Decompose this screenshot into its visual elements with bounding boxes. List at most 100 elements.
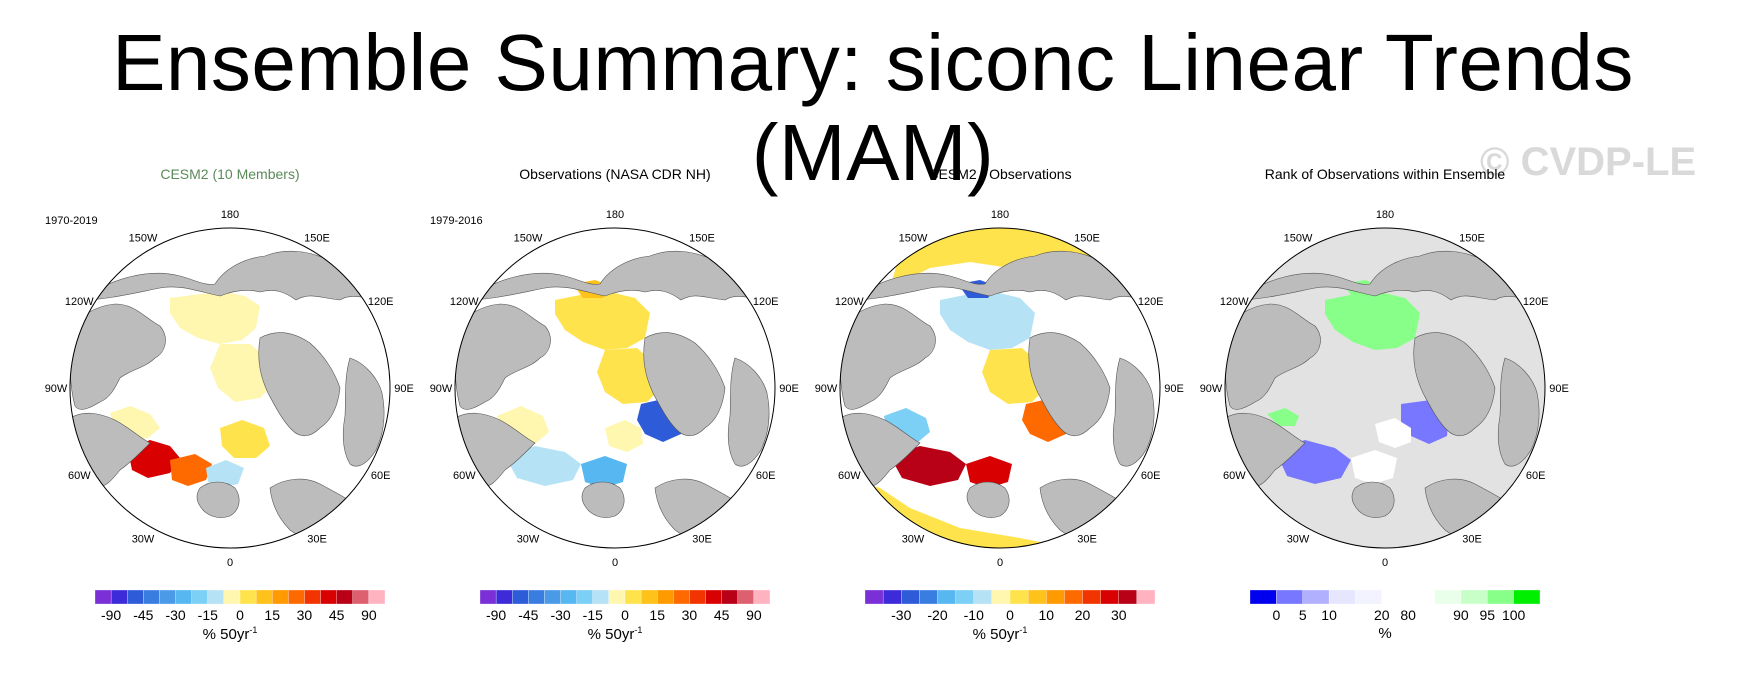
longitude-label: 30W xyxy=(902,534,925,546)
colorbar-tick-label: -30 xyxy=(165,607,185,623)
colorbar-swatch xyxy=(94,589,112,605)
longitude-label: 60E xyxy=(756,470,776,482)
colorbar-swatch xyxy=(1381,589,1409,605)
land-mass xyxy=(1497,357,1540,467)
colorbar-swatch xyxy=(159,589,176,605)
polar-map: 180 150E 120E 90E 60E 30E 0 30W 60W 90W 120W 150W xyxy=(1200,209,1569,569)
colorbar-swatch xyxy=(705,589,722,605)
colorbar-swatch xyxy=(753,589,771,605)
map-border xyxy=(839,227,1161,549)
land-mass xyxy=(1225,303,1321,410)
colorbar-swatch xyxy=(1487,589,1514,605)
map-border xyxy=(1224,227,1546,549)
units-text: % 50yr xyxy=(587,626,635,643)
colorbar-swatch xyxy=(1302,589,1330,605)
units-exponent: -1 xyxy=(249,625,258,635)
colorbar-swatch xyxy=(560,589,577,605)
colorbar-swatch xyxy=(288,589,305,605)
longitude-label: 120W xyxy=(835,296,864,308)
colorbar-tick-label: 15 xyxy=(649,607,665,623)
sea-ice-trend-region xyxy=(581,456,627,488)
colorbar-tick-label: -90 xyxy=(101,607,121,623)
longitude-label: 150W xyxy=(1284,232,1313,244)
longitude-label: 60E xyxy=(1526,470,1546,482)
colorbar-tick-label: -30 xyxy=(891,607,911,623)
longitude-label: 120E xyxy=(368,296,394,308)
colorbar-swatch xyxy=(1513,589,1541,605)
colorbar-swatch xyxy=(1082,589,1101,605)
land-mass xyxy=(727,357,770,467)
colorbar-tick-label: 5 xyxy=(1299,607,1307,623)
colorbar-tick-label: -15 xyxy=(198,607,218,623)
longitude-label: 150E xyxy=(689,232,715,244)
land-mass xyxy=(1028,332,1111,437)
sea-ice-trend-region xyxy=(605,420,643,452)
colorbar-swatch xyxy=(336,589,353,605)
colorbar-units: % xyxy=(1175,625,1595,642)
land-mass xyxy=(342,357,385,467)
longitude-label: 30E xyxy=(692,534,712,546)
colorbar-swatch xyxy=(991,589,1011,605)
colorbar-swatch xyxy=(352,589,370,605)
longitude-label: 150W xyxy=(129,232,158,244)
colorbar-tick-label: -15 xyxy=(583,607,603,623)
map-border xyxy=(454,227,776,549)
longitude-label: 0 xyxy=(997,557,1003,569)
sea-ice-trend-region xyxy=(1375,418,1411,448)
longitude-label: 0 xyxy=(1382,557,1388,569)
longitude-label: 90W xyxy=(45,383,68,395)
colorbar: 0 5 10 20 80 90 95 100 xyxy=(1240,589,1550,629)
longitude-label: 30W xyxy=(1287,534,1310,546)
colorbar-tick-label: 45 xyxy=(329,607,345,623)
longitude-label: 180 xyxy=(221,209,239,221)
land-mass xyxy=(70,303,166,410)
panel-title: Observations (NASA CDR NH) xyxy=(519,166,711,182)
colorbar-units: % 50yr-1 xyxy=(20,625,440,643)
colorbar-units: % 50yr-1 xyxy=(790,625,1210,643)
longitude-label: 90W xyxy=(815,383,838,395)
longitude-label: 120W xyxy=(1220,296,1249,308)
polar-map: 180 150E 120E 90E 60E 30E 0 30W 60W 90W 120W 150W xyxy=(815,209,1184,569)
sea-ice-trend-region xyxy=(940,292,1035,350)
longitude-label: 30E xyxy=(307,534,327,546)
colorbar-tick-label: 30 xyxy=(1111,607,1127,623)
colorbar-tick-label: 90 xyxy=(361,607,377,623)
map-border xyxy=(69,227,391,549)
sea-ice-trend-region xyxy=(890,446,966,486)
colorbar-tick-label: 0 xyxy=(1272,607,1280,623)
colorbar-tick-label: 30 xyxy=(297,607,313,623)
colorbar-swatch xyxy=(955,589,974,605)
longitude-label: 180 xyxy=(1376,209,1394,221)
colorbar-tick-label: 95 xyxy=(1479,607,1495,623)
units-exponent: -1 xyxy=(1019,625,1028,635)
land-mass xyxy=(258,332,341,437)
sea-ice-trend-region xyxy=(170,292,260,344)
main-title: Ensemble Summary: siconc Linear Trends (… xyxy=(112,18,1634,197)
panel-difference: CESM2 - Observations 180 150E 120E 90E 60E 30… xyxy=(790,160,1210,660)
panel-cesm2-ensemble: CESM2 (10 Members) 1970-2019 180 150E 120E… xyxy=(20,160,440,660)
longitude-label: 30E xyxy=(1462,534,1482,546)
colorbar-swatch xyxy=(368,589,386,605)
colorbar-swatch xyxy=(191,589,208,605)
longitude-label: 30W xyxy=(517,534,540,546)
colorbar-swatch xyxy=(592,589,610,605)
colorbar-tick-label: 0 xyxy=(621,607,629,623)
colorbar-swatch xyxy=(1408,589,1435,605)
colorbar-tick-label: 0 xyxy=(236,607,244,623)
colorbar-swatch xyxy=(937,589,956,605)
colorbar: -90 -45 -30 -15 0 15 30 45 90 xyxy=(85,589,395,629)
colorbar-swatch xyxy=(223,589,241,605)
sea-ice-trend-region xyxy=(890,228,1130,288)
longitude-label: 30E xyxy=(1077,534,1097,546)
land-mass xyxy=(581,481,625,518)
colorbar-swatch xyxy=(882,589,902,605)
longitude-label: 180 xyxy=(606,209,624,221)
longitude-label: 30W xyxy=(132,534,155,546)
units-text: % xyxy=(1378,625,1392,642)
colorbar-swatch xyxy=(1136,589,1156,605)
longitude-label: 150E xyxy=(304,232,330,244)
colorbar-swatch xyxy=(272,589,289,605)
colorbar-swatch xyxy=(320,589,337,605)
land-mass xyxy=(643,332,726,437)
longitude-label: 120W xyxy=(450,296,479,308)
